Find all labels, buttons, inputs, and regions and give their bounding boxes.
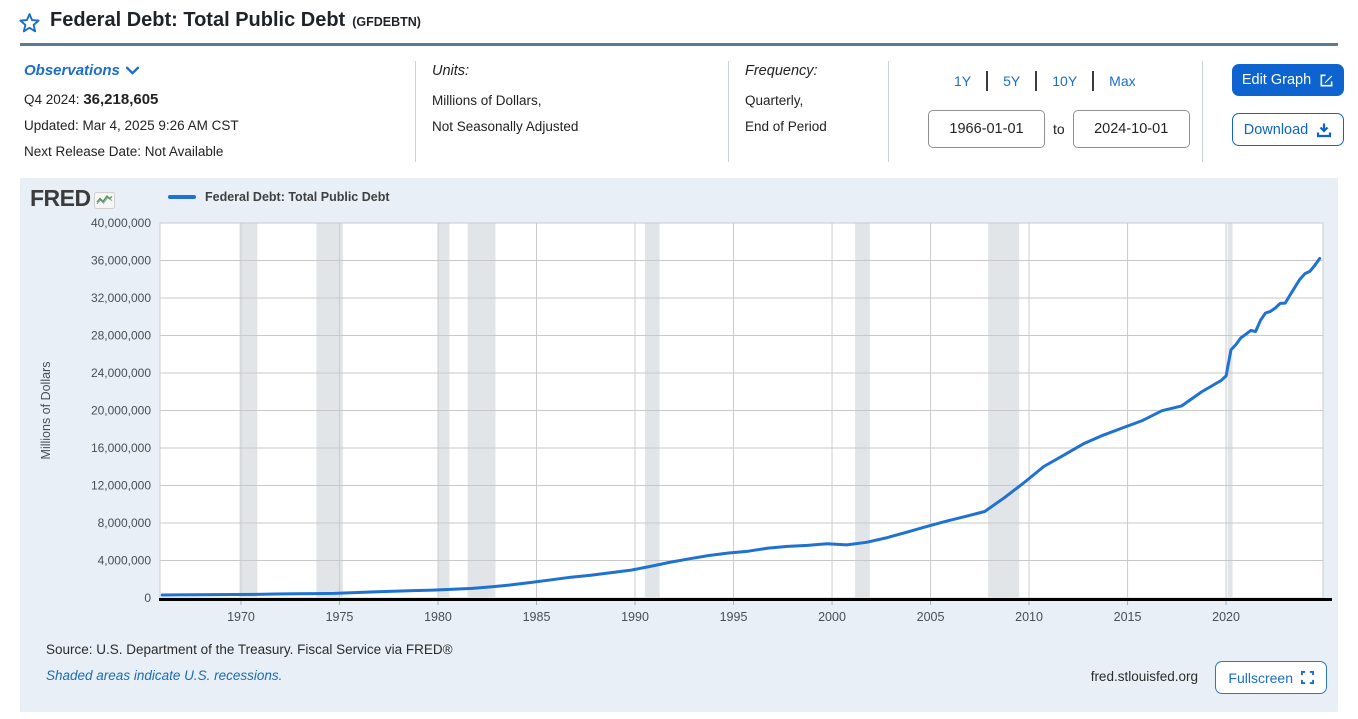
svg-text:40,000,000: 40,000,000 — [91, 216, 151, 230]
series-id: (GFDEBTN) — [352, 15, 421, 29]
page-title: Federal Debt: Total Public Debt (GFDEBTN) — [50, 9, 421, 32]
to-label: to — [1053, 121, 1065, 137]
svg-text:1995: 1995 — [720, 610, 748, 624]
range-link-10y[interactable]: 10Y — [1052, 73, 1078, 89]
svg-text:16,000,000: 16,000,000 — [91, 441, 151, 455]
site-url: fred.stlouisfed.org — [1090, 669, 1198, 684]
chart-legend: Federal Debt: Total Public Debt — [168, 190, 390, 204]
legend-label: Federal Debt: Total Public Debt — [205, 190, 390, 204]
divider — [1202, 61, 1203, 162]
start-date-input[interactable] — [928, 110, 1045, 148]
observations-link[interactable]: Observations — [24, 61, 139, 80]
frequency-label: Frequency: — [745, 63, 818, 79]
recession-note[interactable]: Shaded areas indicate U.S. recessions. — [46, 668, 283, 683]
svg-text:12,000,000: 12,000,000 — [91, 479, 151, 493]
units-column: Units: Millions of Dollars, Not Seasonal… — [432, 58, 578, 140]
favorite-star-icon[interactable] — [18, 11, 41, 34]
svg-text:1970: 1970 — [227, 610, 255, 624]
svg-text:2005: 2005 — [917, 610, 945, 624]
download-icon — [1317, 123, 1332, 137]
fred-sparkline-icon — [93, 191, 115, 209]
divider — [1035, 71, 1038, 91]
fullscreen-icon — [1301, 671, 1314, 684]
info-bar: Observations Q4 2024: 36,218,605 Updated… — [20, 58, 1344, 168]
download-label: Download — [1243, 121, 1309, 138]
chevron-down-icon — [125, 66, 139, 75]
edit-graph-button[interactable]: Edit Graph — [1232, 64, 1344, 96]
graph-panel: FRED Federal Debt: Total Public Debt 197… — [20, 178, 1338, 712]
range-link-max[interactable]: Max — [1109, 73, 1136, 89]
edit-icon — [1320, 74, 1333, 86]
svg-text:1985: 1985 — [523, 610, 551, 624]
observation-period: Q4 2024: — [24, 92, 80, 107]
units-line1: Millions of Dollars, — [432, 93, 542, 108]
svg-text:20,000,000: 20,000,000 — [91, 404, 151, 418]
range-link-1y[interactable]: 1Y — [954, 73, 972, 89]
updated-line: Updated: Mar 4, 2025 9:26 AM CST — [24, 118, 239, 133]
series-title: Federal Debt: Total Public Debt — [50, 9, 346, 31]
divider — [728, 61, 729, 162]
action-buttons: Edit Graph Download — [1232, 58, 1344, 146]
svg-text:1990: 1990 — [621, 610, 649, 624]
units-line2: Not Seasonally Adjusted — [432, 119, 579, 134]
svg-text:8,000,000: 8,000,000 — [98, 516, 152, 530]
svg-text:Millions of Dollars: Millions of Dollars — [39, 362, 53, 460]
svg-text:2010: 2010 — [1015, 610, 1043, 624]
units-label: Units: — [432, 63, 470, 79]
end-date-input[interactable] — [1072, 110, 1190, 148]
observations-column: Observations Q4 2024: 36,218,605 Updated… — [24, 58, 239, 165]
source-line: Source: U.S. Department of the Treasury.… — [46, 642, 453, 657]
divider — [888, 61, 889, 162]
svg-text:0: 0 — [144, 591, 151, 605]
fullscreen-label: Fullscreen — [1228, 669, 1293, 686]
svg-text:36,000,000: 36,000,000 — [91, 254, 151, 268]
date-range-inputs: to — [928, 110, 1190, 148]
fred-logo: FRED — [30, 185, 115, 212]
divider — [415, 61, 416, 162]
svg-text:1975: 1975 — [326, 610, 354, 624]
title-divider — [20, 43, 1338, 46]
svg-text:2000: 2000 — [818, 610, 846, 624]
divider — [1092, 71, 1095, 91]
svg-text:1980: 1980 — [424, 610, 452, 624]
range-link-5y[interactable]: 5Y — [1003, 73, 1021, 89]
frequency-line1: Quarterly, — [745, 93, 804, 108]
frequency-line2: End of Period — [745, 119, 827, 134]
next-release-line: Next Release Date: Not Available — [24, 144, 224, 159]
svg-text:2020: 2020 — [1212, 610, 1240, 624]
download-button[interactable]: Download — [1232, 113, 1344, 146]
range-links: 1Y 5Y 10Y Max — [954, 71, 1136, 91]
debt-line-chart[interactable]: 1970 1975 1980 1985 1990 1995 2000 2005 2010 2015… — [20, 178, 1338, 712]
svg-text:24,000,000: 24,000,000 — [91, 366, 151, 380]
fred-logo-text: FRED — [30, 185, 91, 211]
svg-text:28,000,000: 28,000,000 — [91, 329, 151, 343]
divider — [986, 71, 989, 91]
edit-graph-label: Edit Graph — [1241, 72, 1312, 88]
observations-label: Observations — [24, 62, 120, 79]
observation-value: 36,218,605 — [83, 91, 159, 108]
svg-text:2015: 2015 — [1114, 610, 1142, 624]
fullscreen-button[interactable]: Fullscreen — [1215, 661, 1327, 694]
legend-line-swatch — [168, 195, 196, 199]
latest-observation: Q4 2024: 36,218,605 — [24, 87, 239, 113]
frequency-column: Frequency: Quarterly, End of Period — [745, 58, 827, 140]
svg-text:4,000,000: 4,000,000 — [98, 554, 152, 568]
svg-text:32,000,000: 32,000,000 — [91, 291, 151, 305]
